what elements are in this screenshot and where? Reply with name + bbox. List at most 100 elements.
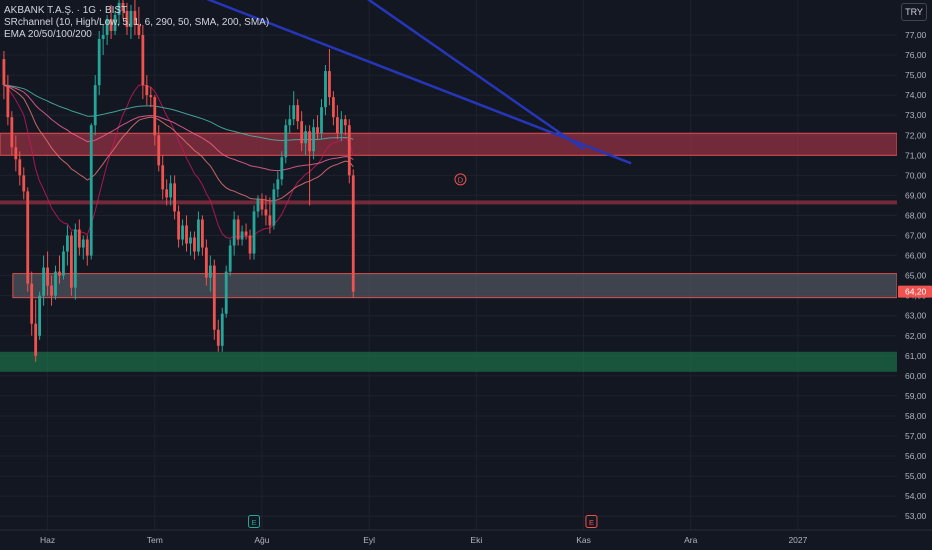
event-markers[interactable]: D E E — [248, 173, 598, 528]
candle-body — [264, 209, 268, 216]
ema-20-line — [3, 84, 354, 239]
candle-body — [81, 239, 85, 248]
candle-body — [18, 159, 22, 176]
last-price-label: 64,20 — [905, 287, 927, 297]
candle — [46, 251, 49, 296]
srchannel-indicator-legend[interactable]: SRchannel (10, High/Low, 5, 1, 6, 290, 5… — [4, 17, 270, 28]
candle-body — [185, 225, 188, 244]
candle-body — [169, 183, 173, 198]
dividend-marker[interactable] — [454, 173, 467, 186]
candle-body — [141, 35, 145, 86]
price-tick-label: 77,00 — [905, 30, 927, 40]
candle-body — [153, 97, 157, 136]
candle — [137, 6, 141, 40]
price-tick-label: 59,00 — [905, 391, 927, 401]
price-tick-label: 76,00 — [905, 50, 927, 60]
candle-body — [304, 131, 308, 144]
candle-body — [324, 71, 327, 108]
candle — [77, 219, 81, 256]
trendline[interactable] — [171, 0, 632, 165]
candle-body — [10, 117, 14, 148]
candle — [212, 259, 216, 340]
candle — [177, 205, 180, 248]
price-tick-label: 66,00 — [905, 251, 927, 261]
sr-zone — [0, 132, 898, 156]
candle-body — [212, 265, 216, 330]
candle-body — [320, 107, 323, 134]
price-tick-label: 60,00 — [905, 371, 927, 381]
candle-body — [137, 24, 141, 35]
price-tick-label: 68,00 — [905, 210, 927, 220]
earnings-marker[interactable] — [585, 515, 598, 528]
candle — [165, 179, 169, 206]
candle-body — [50, 285, 53, 296]
price-tick-label: 75,00 — [905, 70, 927, 80]
candle — [93, 75, 97, 136]
candle — [133, 0, 137, 35]
price-tick-label: 71,00 — [905, 150, 927, 160]
candle — [54, 265, 57, 300]
price-tick-label: 58,00 — [905, 411, 927, 421]
candle — [101, 24, 105, 56]
time-tick-label: Tem — [147, 535, 163, 545]
candle-body — [276, 179, 280, 190]
candle — [10, 111, 14, 156]
earnings-marker[interactable] — [248, 515, 261, 528]
candle-body — [272, 189, 276, 226]
trendlines[interactable] — [171, 0, 632, 165]
candle — [264, 195, 268, 226]
candle-body — [145, 85, 149, 96]
candle-body — [189, 237, 192, 244]
candle-body — [256, 199, 260, 212]
candle — [157, 125, 161, 172]
price-axis-bg — [897, 0, 932, 550]
candle-body — [14, 147, 18, 160]
currency-button[interactable]: TRY — [901, 3, 927, 21]
candle-body — [121, 2, 125, 11]
candle — [62, 245, 65, 280]
candle — [332, 91, 335, 126]
candle-body — [296, 105, 300, 122]
candle-body — [228, 245, 232, 272]
candle — [89, 123, 93, 260]
candle — [288, 105, 292, 134]
earnings-marker-label: E — [252, 518, 257, 527]
candle — [145, 75, 149, 106]
candle — [34, 299, 38, 362]
time-axis[interactable]: Haz Tem Ağu Eyl Eki Kas Ara 2027 — [0, 529, 932, 545]
candle — [125, 2, 129, 35]
candle — [30, 271, 34, 336]
trendline[interactable] — [290, 0, 585, 151]
candle-body — [339, 119, 343, 134]
candle — [117, 0, 121, 25]
candle-body — [62, 251, 65, 276]
candle-body — [58, 271, 61, 276]
candle-body — [216, 329, 220, 346]
candle-body — [125, 10, 129, 27]
candle — [343, 115, 347, 136]
candle — [244, 223, 248, 240]
candle-body — [260, 199, 264, 210]
ema-indicator-legend[interactable]: EMA 20/50/100/200 — [4, 29, 92, 40]
price-tick-label: 74,00 — [905, 90, 927, 100]
price-axis[interactable]: 53,00 54,00 55,00 56,00 57,00 58,00 59,00 60,00… — [897, 0, 932, 550]
candle-body — [335, 117, 339, 134]
candle — [312, 119, 315, 160]
candle-body — [288, 119, 292, 126]
candle — [260, 193, 264, 216]
ema-50-line — [3, 84, 354, 202]
candle — [296, 99, 300, 130]
last-price-badge[interactable] — [898, 285, 932, 298]
candle-body — [26, 191, 30, 284]
candle — [85, 235, 89, 266]
candle — [232, 211, 236, 256]
candle-body — [73, 229, 77, 288]
candle — [324, 65, 327, 116]
candle-body — [332, 97, 335, 118]
candle — [73, 223, 77, 300]
candle — [308, 125, 311, 206]
candle — [284, 119, 288, 164]
candle — [185, 215, 188, 252]
candle — [18, 151, 22, 186]
